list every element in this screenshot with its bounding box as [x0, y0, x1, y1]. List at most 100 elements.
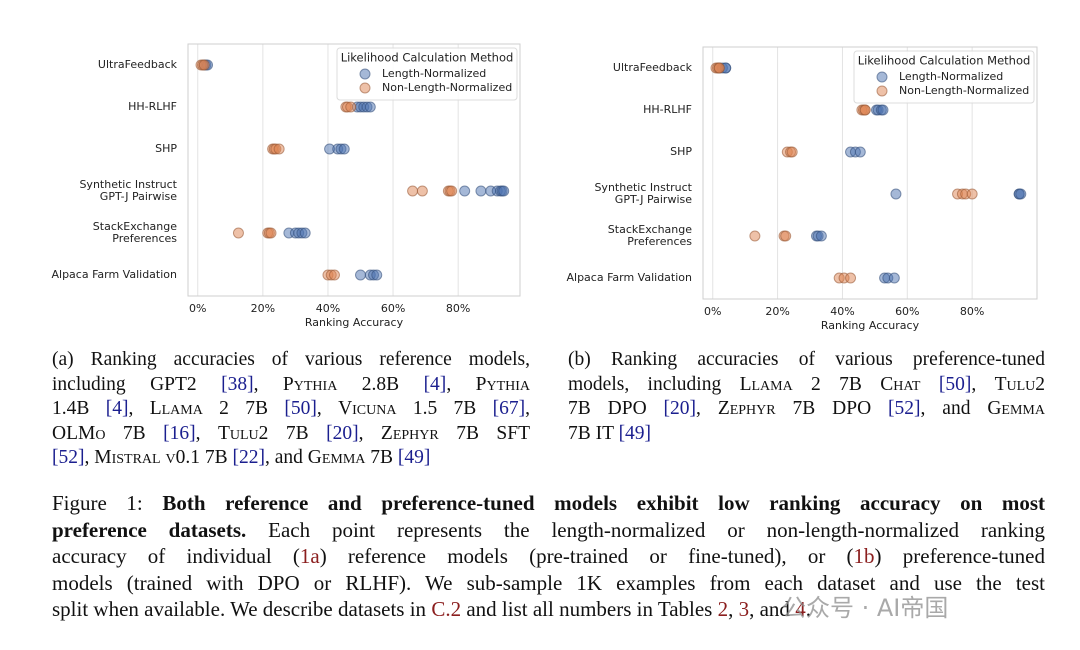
ref-run[interactable]: 2 [717, 597, 729, 622]
smallcaps-run: Zephyr [717, 398, 776, 420]
text-run: 2 7B [792, 373, 881, 395]
data-point [877, 104, 889, 116]
ref-run[interactable]: 1b [853, 544, 875, 569]
y-tick-label-line: StackExchange [93, 220, 177, 233]
smallcaps-run: OLMo [52, 422, 106, 444]
cite-run[interactable]: [22] [232, 447, 265, 469]
x-axis-label: Ranking Accuracy [821, 319, 920, 332]
y-tick-label: SHP [155, 142, 177, 155]
watermark: 公众号 · AI帝国 [782, 594, 949, 622]
smallcaps-run: Mistral v0.1 [94, 447, 200, 469]
text-run: , and [920, 398, 988, 420]
y-tick-label: StackExchange Preferences [608, 223, 692, 248]
text-run: , [971, 373, 995, 395]
cite-run[interactable]: [67] [492, 398, 526, 420]
ref-run[interactable]: 3 [738, 597, 750, 622]
caption-line: 7B DPO [20], Zephyr 7B DPO [52], and Gem… [568, 397, 1045, 422]
data-point [713, 62, 725, 74]
legend-box [853, 50, 1035, 104]
smallcaps-run: Pythia [475, 373, 531, 395]
ref-run[interactable]: 4 [795, 597, 806, 622]
text-run: , [696, 398, 718, 420]
data-point [446, 185, 458, 197]
smallcaps-run: Tulu [994, 373, 1036, 395]
data-point [815, 230, 827, 242]
text-run: , [316, 398, 339, 420]
caption-line: (a) Ranking accuracies of various refere… [52, 348, 530, 373]
text-run: , [253, 373, 283, 395]
smallcaps-run: Vicuna [338, 398, 397, 420]
data-point [299, 227, 311, 239]
ref-run[interactable]: C.2 [431, 597, 462, 622]
legend-title: Likelihood Calculation Method [858, 54, 1031, 68]
cite-run[interactable]: [20] [326, 422, 359, 444]
cite-run[interactable]: [4] [423, 373, 447, 395]
y-tick-label: Alpaca Farm Validation [566, 271, 692, 284]
smallcaps-run: Llama [149, 398, 203, 420]
cite-run[interactable]: [52] [888, 398, 921, 420]
y-tick-label: Synthetic Instruct GPT-J Pairwise [79, 178, 177, 203]
caption-line: 7B IT [49] [568, 422, 1045, 447]
x-tick-label: 60% [381, 302, 405, 315]
data-point [780, 230, 792, 242]
caption-line: including GPT2 [38], Pythia 2.8B [4], Py… [52, 373, 530, 398]
data-point [888, 272, 900, 284]
data-point [416, 185, 428, 197]
data-point [265, 227, 277, 239]
y-tick-label-line: GPT-J Pairwise [100, 190, 177, 203]
legend-marker [359, 82, 371, 94]
cite-run[interactable]: [4] [105, 398, 129, 420]
ref-run[interactable]: 1a [299, 544, 320, 569]
y-tick-label-line: GPT-J Pairwise [615, 193, 692, 206]
smallcaps-run: Tulu [217, 422, 259, 444]
smallcaps-run: Zephyr [380, 422, 439, 444]
text-run: (b) Ranking accuracies of various prefer… [568, 349, 1045, 370]
data-point [355, 269, 367, 281]
bold-run: Both reference and preference-tuned mode… [162, 491, 1045, 515]
y-tick-label-line: Synthetic Instruct [79, 178, 177, 191]
cite-run[interactable]: [38] [221, 373, 254, 395]
text-run: , [525, 398, 530, 420]
cite-run[interactable]: [49] [397, 447, 431, 469]
data-point [371, 269, 383, 281]
text-run: , [195, 422, 218, 444]
x-tick-label: 80% [446, 302, 470, 315]
cite-run[interactable]: [49] [618, 422, 652, 444]
cite-run[interactable]: [52] [52, 447, 85, 469]
cite-run[interactable]: [50] [938, 373, 972, 395]
smallcaps-run: Gemma [987, 398, 1045, 420]
cite-run[interactable]: [50] [284, 398, 317, 420]
x-tick-label: 0% [189, 302, 206, 315]
smallcaps-run: Pythia [282, 373, 338, 395]
subcaption-a: (a) Ranking accuracies of various refere… [52, 348, 530, 471]
caption-line: split when available. We describe datase… [52, 596, 1045, 623]
legend-title: Likelihood Calculation Method [341, 51, 514, 65]
caption-line: accuracy of individual (1a) reference mo… [52, 543, 1045, 570]
text-run: 2 7B [202, 398, 285, 420]
data-point [328, 269, 340, 281]
data-point [198, 59, 210, 71]
text-run: 7B SFT [438, 422, 531, 444]
caption-line: Figure 1: Both reference and preference-… [52, 490, 1045, 517]
data-point [890, 188, 902, 200]
text-run: Figure 1: [52, 491, 163, 515]
x-tick-label: 20% [251, 302, 275, 315]
text-run: , [358, 422, 381, 444]
data-point [1015, 188, 1027, 200]
legend-label: Non-Length-Normalized [382, 81, 512, 94]
text-run: 7B [199, 447, 233, 469]
text-run: , [728, 597, 739, 622]
plot-frame [187, 43, 521, 297]
text-run: including GPT2 [52, 373, 222, 395]
cite-run[interactable]: [16] [163, 422, 196, 444]
y-tick-label: UltraFeedback [613, 61, 693, 74]
caption-line: models (trained with DPO or RLHF). We su… [52, 570, 1045, 597]
text-run: ) preference-tuned [874, 544, 1045, 569]
text-run: and list all numbers in Tables [461, 597, 718, 622]
text-run: accuracy of individual ( [52, 544, 300, 569]
cite-run[interactable]: [20] [663, 398, 697, 420]
text-run: , [446, 373, 476, 395]
x-tick-label: 40% [316, 302, 340, 315]
legend-label: Non-Length-Normalized [899, 84, 1029, 97]
figure-plots: 0% 20% 40% 60% 80% Ranking Accuracy UltraFeedb… [51, 43, 1038, 332]
